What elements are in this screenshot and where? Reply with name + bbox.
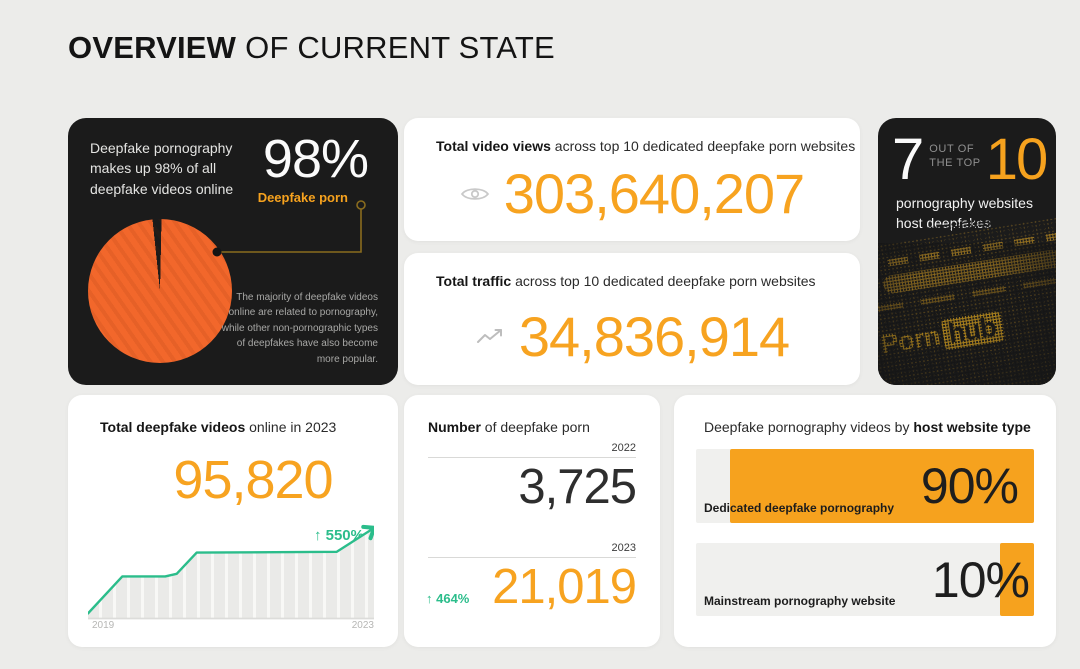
page-title: OVERVIEW OF CURRENT STATE bbox=[68, 30, 555, 66]
total-growth-label: ↑ 550% bbox=[313, 527, 364, 544]
year-block-2022: 2022 3,725 bbox=[428, 442, 637, 515]
traffic-title: Total traffic across top 10 dedicated de… bbox=[436, 273, 816, 289]
year-label-2023: 2023 bbox=[611, 541, 636, 554]
pornhub-screenshot-halftone: Pornhub bbox=[878, 198, 1056, 385]
page-title-rest: OF CURRENT STATE bbox=[245, 30, 555, 65]
x-axis-start-label: 2019 bbox=[92, 620, 115, 631]
total-value: 95,820 bbox=[173, 450, 333, 510]
card-top10-websites: 7 OUT OF THE TOP 10 pornography websites… bbox=[878, 118, 1056, 385]
trending-up-icon bbox=[476, 329, 502, 343]
views-title: Total video views across top 10 dedicate… bbox=[436, 138, 856, 154]
number-title: Number of deepfake porn bbox=[428, 419, 590, 435]
pie-big-value: 98% bbox=[262, 129, 369, 189]
pie-description: Deepfake pornography makes up 98% of all… bbox=[90, 140, 234, 197]
bar-pct-label: 90% bbox=[920, 458, 1019, 514]
pie-footnote: The majority of deepfake videos online a… bbox=[221, 291, 378, 365]
card-total-deepfake-videos: Total deepfake videos online in 2023 95,… bbox=[68, 395, 398, 647]
value-2023: 21,019 bbox=[492, 559, 637, 614]
bar-category-label: Dedicated deepfake pornography bbox=[704, 501, 895, 515]
total-title: Total deepfake videos online in 2023 bbox=[100, 419, 337, 435]
bar-pct-label: 10% bbox=[931, 551, 1030, 608]
card-number-of-deepfake-porn: Number of deepfake porn 2022 3,725 2023 … bbox=[404, 395, 660, 647]
pie-chart bbox=[88, 219, 232, 363]
traffic-value: 34,836,914 bbox=[518, 305, 790, 368]
bar-fill bbox=[1000, 543, 1034, 616]
top10-left-number: 7 bbox=[892, 127, 924, 192]
card-total-video-views: Total video views across top 10 dedicate… bbox=[404, 118, 860, 241]
top10-figures: 7 OUT OF THE TOP 10 bbox=[892, 127, 1048, 192]
host-title: Deepfake pornography videos by host webs… bbox=[704, 419, 1031, 435]
bar-mainstream: 10% Mainstream pornography website bbox=[696, 543, 1034, 616]
bar-dedicated-deepfake: 90% Dedicated deepfake pornography bbox=[696, 449, 1034, 523]
card-deepfake-share: Deepfake pornography makes up 98% of all… bbox=[68, 118, 398, 385]
year-label-2022: 2022 bbox=[611, 442, 636, 454]
top10-mid-text: OUT OF THE TOP bbox=[929, 143, 981, 170]
pie-big-label: Deepfake porn bbox=[257, 190, 348, 205]
line-chart bbox=[88, 524, 374, 620]
year-block-2023: 2023 21,019 ↑ 464% bbox=[426, 541, 637, 615]
page-title-bold: OVERVIEW bbox=[68, 30, 237, 65]
card-host-website-type: Deepfake pornography videos by host webs… bbox=[674, 395, 1056, 647]
bar-category-label: Mainstream pornography website bbox=[704, 594, 896, 608]
card-total-traffic: Total traffic across top 10 dedicated de… bbox=[404, 253, 860, 385]
views-value: 303,640,207 bbox=[503, 162, 805, 225]
value-2022: 3,725 bbox=[518, 460, 637, 514]
divider bbox=[428, 556, 636, 558]
eye-icon bbox=[460, 188, 489, 200]
bar-fill bbox=[729, 449, 1034, 523]
divider bbox=[428, 457, 636, 458]
top10-right-number: 10 bbox=[985, 127, 1048, 192]
x-axis-end-label: 2023 bbox=[351, 620, 374, 631]
number-growth-label: ↑ 464% bbox=[426, 590, 470, 606]
